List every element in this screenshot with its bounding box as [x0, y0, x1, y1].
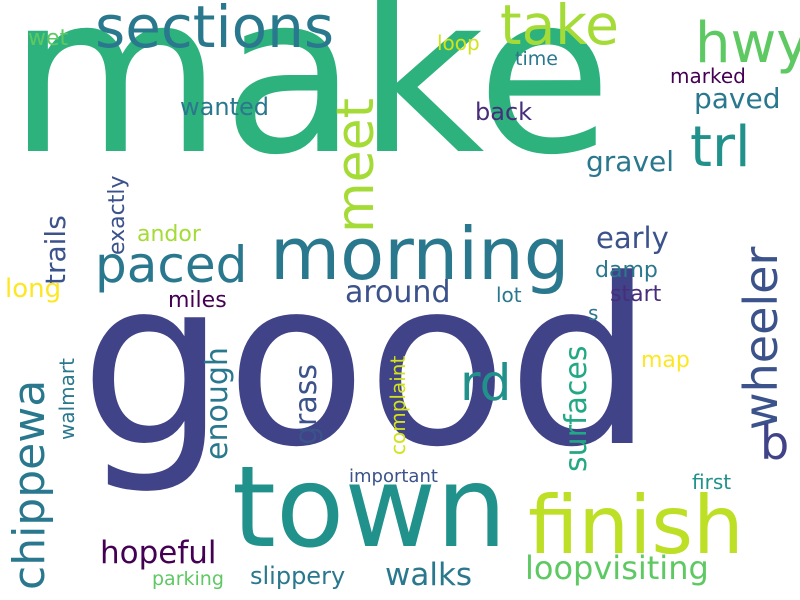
- word-loop: loop: [437, 31, 480, 55]
- word-marked: marked: [670, 64, 746, 88]
- word-b: b: [760, 416, 790, 470]
- word-walks: walks: [385, 557, 473, 593]
- word-damp: damp: [595, 258, 658, 283]
- word-map: map: [641, 348, 690, 373]
- word-good: good: [80, 231, 654, 498]
- word-wet: wet: [28, 26, 69, 51]
- word-parking: parking: [152, 568, 224, 590]
- word-around: around: [345, 275, 451, 310]
- word-trl: trl: [690, 115, 751, 180]
- word-first: first: [692, 470, 732, 494]
- word-loopvisiting: loopvisiting: [525, 549, 709, 587]
- word-finish: finish: [528, 479, 744, 572]
- word-paved: paved: [694, 82, 781, 115]
- word-exactly: exactly: [105, 175, 130, 255]
- word-hopeful: hopeful: [100, 535, 217, 571]
- word-enough: enough: [200, 347, 235, 460]
- word-rd: rd: [460, 354, 512, 412]
- word-make: make: [8, 0, 613, 203]
- word-meet: meet: [326, 97, 386, 233]
- word-slippery: slippery: [250, 562, 346, 590]
- word-hwy: hwy: [695, 11, 800, 76]
- word-early: early: [596, 221, 669, 255]
- word-morning: morning: [270, 212, 570, 296]
- word-start: start: [610, 282, 662, 307]
- word-wheeler: wheeler: [734, 246, 788, 430]
- word-paced: paced: [95, 236, 248, 294]
- word-take: take: [500, 0, 619, 57]
- word-back: back: [475, 98, 533, 126]
- word-sections: sections: [95, 0, 335, 61]
- word-wanted: wanted: [180, 93, 269, 121]
- word-important: important: [349, 466, 438, 487]
- word-gravel: gravel: [586, 145, 675, 178]
- word-grass: grass: [289, 363, 324, 445]
- word-chippewa: chippewa: [4, 379, 55, 590]
- word-surfaces: surfaces: [559, 345, 594, 472]
- word-lot: lot: [496, 283, 522, 307]
- word-long: long: [5, 274, 62, 304]
- word-complaint: complaint: [386, 355, 410, 455]
- word-walmart: walmart: [55, 358, 79, 440]
- word-time: time: [515, 48, 558, 70]
- word-andor: andor: [137, 222, 201, 247]
- word-s: s: [588, 301, 599, 325]
- word-miles: miles: [168, 288, 227, 313]
- word-town: town: [232, 443, 508, 573]
